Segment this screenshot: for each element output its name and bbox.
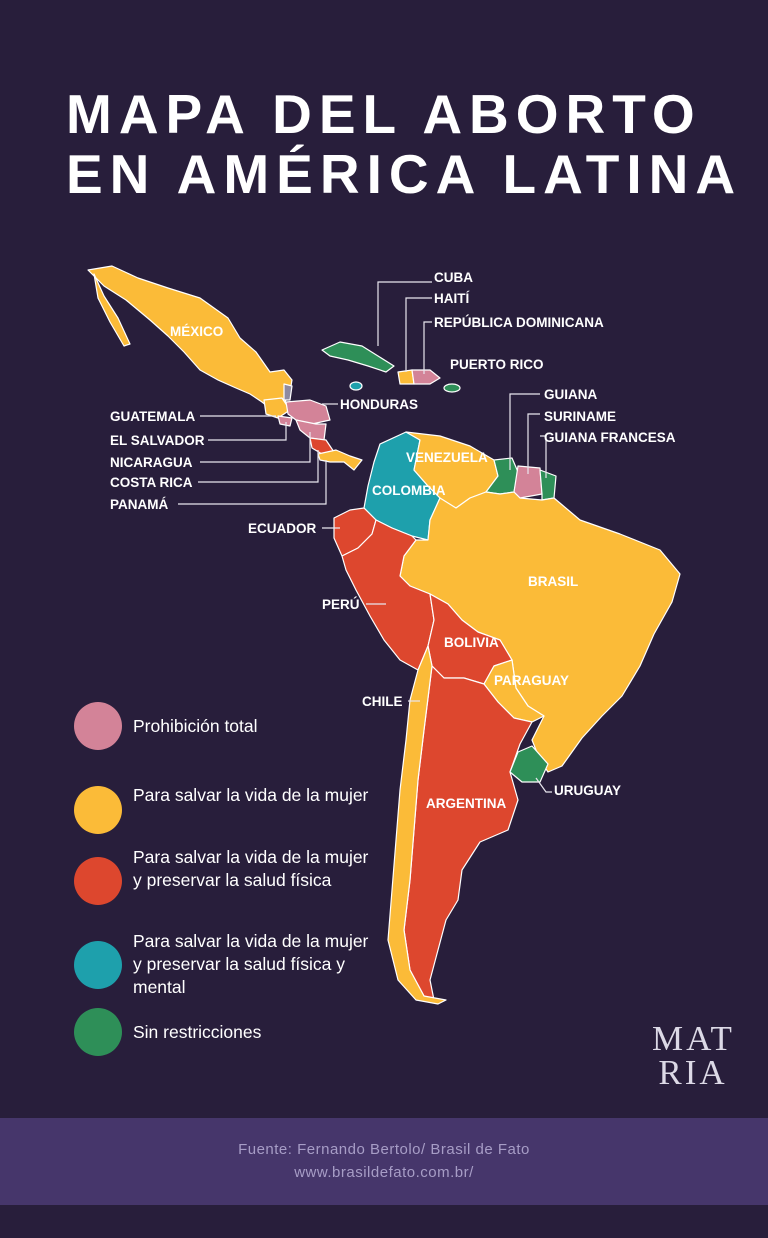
label-colombia: COLOMBIA bbox=[372, 483, 446, 498]
label-haiti: HAITÍ bbox=[434, 291, 470, 306]
legend-swatch bbox=[74, 857, 122, 905]
country-uruguay bbox=[509, 745, 549, 783]
legend-item-prohibicion: Prohibición total bbox=[74, 702, 258, 750]
legend-label: Para salvar la vida de la mujer y preser… bbox=[133, 847, 369, 890]
legend-label: Para salvar la vida de la mujer bbox=[133, 785, 369, 805]
label-suriname: SURINAME bbox=[544, 409, 616, 424]
label-ecuador: ECUADOR bbox=[248, 521, 317, 536]
country-guatemala bbox=[263, 397, 291, 419]
title-line-1: MAPA DEL ABORTO bbox=[66, 83, 702, 145]
legend-swatch bbox=[74, 1008, 122, 1056]
country-guiana-francesa bbox=[539, 469, 557, 501]
country-mexico-baja bbox=[93, 273, 131, 347]
matria-logo: MAT RIA bbox=[652, 1019, 735, 1092]
logo-line-2: RIA bbox=[658, 1053, 728, 1092]
label-republica-dominicana: REPÚBLICA DOMINICANA bbox=[434, 315, 604, 330]
leader-uruguay bbox=[535, 777, 552, 793]
legend-item-sin-restricciones: Sin restricciones bbox=[74, 1008, 261, 1056]
country-peru bbox=[341, 519, 435, 671]
label-guiana-francesa: GUIANA FRANCESA bbox=[544, 430, 676, 445]
label-uruguay: URUGUAY bbox=[554, 783, 621, 798]
country-cuba bbox=[321, 341, 395, 373]
leader-guiana-francesa bbox=[540, 435, 547, 478]
legend-label: Sin restricciones bbox=[133, 1021, 262, 1042]
label-venezuela: VENEZUELA bbox=[406, 450, 488, 465]
leader-panama bbox=[178, 460, 327, 505]
title-line-2: EN AMÉRICA LATINA bbox=[66, 143, 743, 205]
legend-item-vida-salud-fisica: Para salvar la vida de la mujer y preser… bbox=[74, 846, 378, 905]
label-guatemala: GUATEMALA bbox=[110, 409, 195, 424]
country-puerto-rico bbox=[443, 383, 461, 393]
leader-nicaragua bbox=[200, 432, 311, 463]
legend-item-vida-salud-fisica-mental: Para salvar la vida de la mujer y preser… bbox=[74, 930, 378, 999]
leader-suriname bbox=[527, 413, 540, 474]
footer: Fuente: Fernando Bertolo/ Brasil de Fato… bbox=[0, 1118, 768, 1205]
label-nicaragua: NICARAGUA bbox=[110, 455, 193, 470]
country-chile bbox=[387, 645, 447, 1005]
footer-source: Fuente: Fernando Bertolo/ Brasil de Fato bbox=[238, 1141, 530, 1158]
label-honduras: HONDURAS bbox=[340, 397, 418, 412]
label-brasil: BRASIL bbox=[528, 574, 578, 589]
page-title: MAPA DEL ABORTO EN AMÉRICA LATINA bbox=[66, 84, 756, 204]
country-republica-dominicana bbox=[411, 369, 441, 385]
footer-url[interactable]: www.brasildefato.com.br/ bbox=[294, 1164, 474, 1181]
country-el-salvador bbox=[277, 415, 293, 427]
label-puerto-rico: PUERTO RICO bbox=[450, 357, 544, 372]
label-cuba: CUBA bbox=[434, 270, 473, 285]
leader-cuba bbox=[377, 281, 432, 346]
country-cuba-isle bbox=[349, 381, 363, 391]
country-haiti bbox=[397, 369, 415, 385]
legend-swatch bbox=[74, 702, 122, 750]
leader-el-salvador bbox=[208, 422, 287, 441]
label-argentina: ARGENTINA bbox=[426, 796, 506, 811]
country-honduras bbox=[285, 399, 331, 425]
label-bolivia: BOLIVIA bbox=[444, 635, 499, 650]
country-nicaragua bbox=[295, 419, 327, 441]
leader-costa-rica bbox=[198, 450, 319, 483]
latin-america-map: MÉXICO CUBA HAITÍ REPÚBLICA DOMINICANA P… bbox=[87, 265, 681, 1005]
legend-label: Prohibición total bbox=[133, 715, 258, 736]
label-paraguay: PARAGUAY bbox=[494, 673, 569, 688]
leader-haiti bbox=[405, 297, 432, 372]
legend-item-vida-mujer: Para salvar la vida de la mujer bbox=[74, 784, 368, 834]
country-panama bbox=[317, 449, 363, 471]
leader-guiana bbox=[509, 393, 540, 470]
country-belize bbox=[283, 383, 293, 401]
label-peru: PERÚ bbox=[322, 597, 360, 612]
label-guiana: GUIANA bbox=[544, 387, 597, 402]
label-costa-rica: COSTA RICA bbox=[110, 475, 193, 490]
label-chile: CHILE bbox=[362, 694, 403, 709]
logo-line-1: MAT bbox=[652, 1019, 735, 1058]
legend-swatch bbox=[74, 786, 122, 834]
country-suriname bbox=[513, 465, 543, 499]
leader-republica-dominicana bbox=[423, 321, 432, 374]
label-el-salvador: EL SALVADOR bbox=[110, 433, 205, 448]
label-mexico: MÉXICO bbox=[170, 324, 223, 339]
legend-swatch bbox=[74, 941, 122, 989]
label-panama: PANAMÁ bbox=[110, 497, 168, 512]
legend-label: Para salvar la vida de la mujer y preser… bbox=[133, 931, 369, 997]
